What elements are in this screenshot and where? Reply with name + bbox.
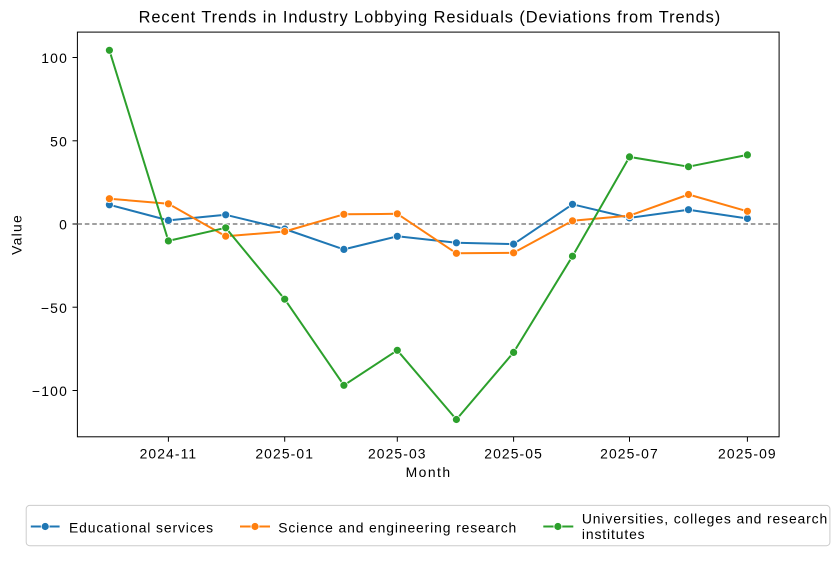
svg-text:2025-05: 2025-05 — [484, 446, 543, 462]
svg-text:Value: Value — [8, 214, 24, 255]
svg-text:Month: Month — [406, 464, 452, 480]
svg-text:2025-09: 2025-09 — [718, 446, 777, 462]
svg-text:50: 50 — [50, 133, 68, 149]
svg-text:Educational services: Educational services — [69, 519, 214, 535]
svg-text:2024-11: 2024-11 — [140, 446, 198, 462]
svg-text:Universities, colleges and res: Universities, colleges and research — [582, 511, 828, 527]
svg-text:−100: −100 — [32, 383, 68, 399]
svg-text:Recent Trends in Industry Lobb: Recent Trends in Industry Lobbying Resid… — [139, 9, 722, 27]
svg-text:100: 100 — [41, 50, 68, 66]
svg-text:2025-01: 2025-01 — [255, 446, 314, 462]
svg-text:2025-07: 2025-07 — [600, 446, 659, 462]
svg-text:institutes: institutes — [582, 526, 646, 542]
svg-text:Science and engineering resear: Science and engineering research — [278, 519, 517, 535]
svg-text:2025-03: 2025-03 — [368, 446, 427, 462]
svg-text:0: 0 — [59, 217, 68, 233]
svg-text:−50: −50 — [41, 300, 68, 316]
